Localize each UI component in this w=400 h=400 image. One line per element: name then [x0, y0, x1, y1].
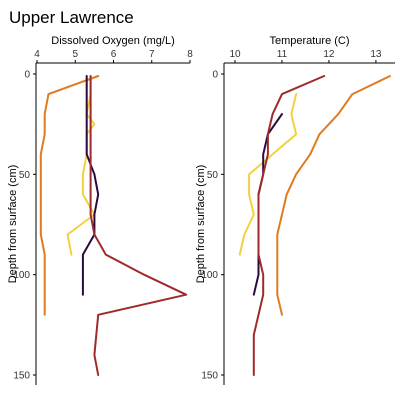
x-tick-label: 12: [323, 49, 335, 60]
y-tick-label: 150: [13, 371, 30, 382]
x-tick-label: 10: [229, 49, 241, 60]
temperature-panel: 10 11 12 13 0 50 100 150 Temperature (C) Depth fr…: [195, 35, 395, 385]
x-tick-label: 4: [34, 49, 40, 60]
y-tick-label: 150: [201, 371, 218, 382]
y-axis-label: Depth from surface (cm): [195, 165, 207, 284]
series-line-4: [89, 75, 188, 376]
y-tick-label: 100: [201, 270, 218, 281]
y-tick-label: 50: [19, 170, 31, 181]
x-tick-label: 7: [149, 49, 155, 60]
y-tick-label: 0: [24, 70, 30, 81]
y-tick-label: 100: [13, 270, 30, 281]
x-tick-label: 11: [277, 49, 288, 60]
series-line-2: [238, 93, 298, 256]
y-axis-label: Depth from surface (cm): [7, 165, 19, 284]
x-axis-label: Dissolved Oxygen (mg/L): [51, 35, 175, 47]
x-tick-label: 13: [370, 49, 382, 60]
x-tick-label: 6: [111, 49, 117, 60]
x-tick-label: 8: [187, 49, 193, 60]
series-line-1: [276, 75, 391, 316]
series-line-3: [81, 75, 100, 296]
x-axis-label: Temperature (C): [269, 35, 349, 47]
x-tick-label: 5: [72, 49, 78, 60]
y-tick-label: 0: [212, 70, 218, 81]
page-title: Upper Lawrence: [9, 8, 134, 27]
series-line-1: [39, 75, 100, 316]
dissolved-oxygen-panel: 4 5 6 7 8 0 50 100 150 Dissolved Oxygen (mg/L) Dep…: [7, 35, 193, 385]
series-line-4: [252, 75, 326, 376]
y-tick-label: 50: [207, 170, 219, 181]
